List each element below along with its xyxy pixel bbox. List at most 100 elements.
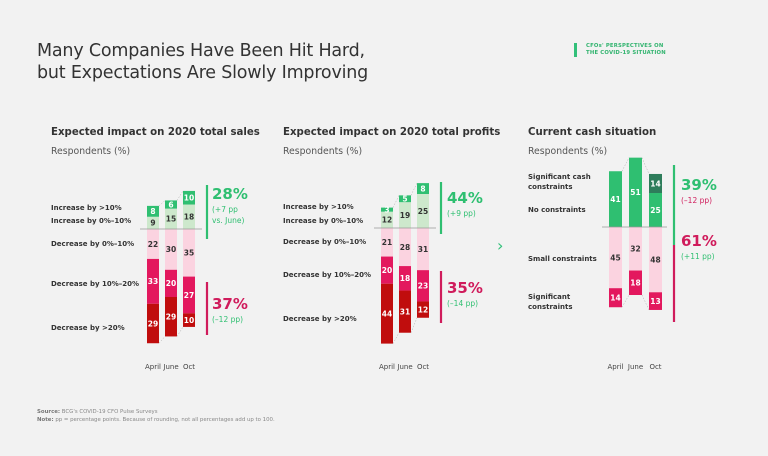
bar-value-label: 6: [168, 200, 173, 209]
callout-detail: (+9 pp): [447, 209, 476, 218]
x-tick-label: June: [396, 363, 412, 371]
bar-value-label: 5: [402, 195, 407, 204]
connector-line: [410, 183, 418, 196]
bar-value-label: 10: [184, 194, 194, 203]
bar-segment: [183, 204, 195, 229]
bar-segment: [381, 283, 393, 344]
bar-value-label: 31: [418, 245, 428, 254]
x-tick-label: April: [379, 363, 395, 371]
bar-segment: [381, 207, 393, 212]
bar-value-label: 22: [148, 240, 158, 249]
bar-value-label: 3: [384, 205, 389, 214]
bar-value-label: 8: [420, 184, 425, 193]
callout-detail: (–12 pp): [681, 196, 712, 205]
bar-segment: [399, 290, 411, 333]
sales-label-decrease-0-10: Decrease by 0%–10%: [51, 240, 135, 248]
bar-segment: [417, 183, 429, 194]
callout-detail: (–12 pp): [212, 315, 243, 324]
source-text: BCG's COVID-19 CFO Pulse Surveys: [60, 409, 158, 415]
bar-value-label: 29: [148, 319, 158, 328]
bar-value-label: 51: [630, 188, 640, 197]
bar-segment: [381, 211, 393, 228]
tag-line-1: CFOs' PERSPECTIVES ON: [586, 43, 664, 49]
profits-label-decrease-0-10: Decrease by 0%–10%: [283, 238, 367, 246]
tag-line-2: THE COVID-19 SITUATION: [586, 50, 666, 56]
profits-label-increase-0-10: Increase by 0%–10%: [283, 217, 364, 225]
title-line-1: Many Companies Have Been Hit Hard,: [37, 41, 365, 61]
bar-segment: [609, 227, 622, 289]
bar-value-label: 31: [400, 307, 410, 316]
bar-segment: [399, 266, 411, 291]
x-tick-label: April: [145, 363, 161, 371]
callout-value: 39%: [681, 176, 717, 194]
sales-chart-subtitle: Respondents (%): [51, 146, 131, 157]
connector-line: [392, 332, 400, 344]
bar-segment: [649, 227, 662, 293]
bar-value-label: 19: [400, 211, 410, 220]
callout-detail: vs. June): [212, 216, 244, 225]
bar-value-label: 41: [610, 195, 620, 204]
bar-value-label: 18: [184, 213, 194, 222]
bar-value-label: 10: [184, 316, 194, 325]
profits-label-decrease-10-20: Decrease by 10%–20%: [283, 271, 372, 279]
bar-value-label: 29: [166, 313, 176, 322]
connector-line: [158, 200, 166, 207]
bar-value-label: 33: [148, 277, 158, 286]
chevron-right-icon: ›: [497, 236, 504, 255]
bar-value-label: 25: [650, 206, 660, 215]
connector-line: [621, 294, 630, 308]
connector-line: [641, 294, 650, 311]
bar-segment: [165, 297, 177, 337]
bar-segment: [417, 228, 429, 271]
callout-detail: (+7 pp: [212, 205, 238, 214]
connector-line: [621, 157, 630, 172]
bar-value-label: 12: [418, 305, 428, 314]
callout-detail: (+11 pp): [681, 252, 715, 261]
profits-chart-title: Expected impact on 2020 total profits: [283, 127, 501, 138]
bar-segment: [649, 292, 662, 310]
bar-value-label: 21: [382, 238, 392, 247]
bar-value-label: 9: [150, 219, 155, 228]
bar-value-label: 23: [418, 282, 428, 291]
sales-label-increase-gt10: Increase by >10%: [51, 204, 122, 212]
callout-value: 61%: [681, 232, 717, 250]
bar-value-label: 44: [382, 309, 392, 318]
bar-segment: [381, 228, 393, 257]
bar-value-label: 18: [630, 279, 640, 288]
bar-segment: [399, 228, 411, 267]
bar-segment: [147, 258, 159, 304]
bar-value-label: 13: [650, 297, 660, 306]
bar-segment: [147, 216, 159, 229]
connector-line: [176, 190, 184, 201]
callout-value: 28%: [212, 185, 248, 203]
profits-label-decrease-gt20: Decrease by >20%: [283, 315, 357, 323]
source-line: Source: BCG's COVID-19 CFO Pulse Surveys: [37, 409, 275, 417]
callout-value: 44%: [447, 189, 483, 207]
bar-segment: [183, 276, 195, 314]
sales-label-increase-0-10: Increase by 0%–10%: [51, 217, 132, 225]
bar-value-label: 20: [166, 279, 176, 288]
bar-value-label: 14: [650, 179, 660, 188]
sales-chart-title: Expected impact on 2020 total sales: [51, 127, 260, 138]
bar-segment: [417, 301, 429, 318]
bar-value-label: 15: [166, 215, 176, 224]
bar-segment: [399, 195, 411, 203]
bar-value-label: 18: [400, 274, 410, 283]
bar-value-label: 35: [184, 249, 194, 258]
bar-segment: [165, 269, 177, 297]
x-tick-label: Oct: [649, 363, 661, 371]
bar-segment: [381, 256, 393, 284]
bar-segment: [399, 202, 411, 228]
bar-value-label: 32: [630, 245, 640, 254]
bar-segment: [165, 208, 177, 229]
bar-segment: [629, 270, 642, 295]
bar-value-label: 14: [610, 294, 620, 303]
bar-segment: [165, 200, 177, 209]
cash-label-significant-cash-constraints: Significant cash constraints: [528, 173, 591, 191]
bar-segment: [609, 171, 622, 227]
bar-segment: [649, 193, 662, 227]
bar-value-label: 28: [400, 243, 410, 252]
cash-label-no-constraints: No constraints: [528, 206, 586, 214]
connector-line: [392, 195, 400, 208]
